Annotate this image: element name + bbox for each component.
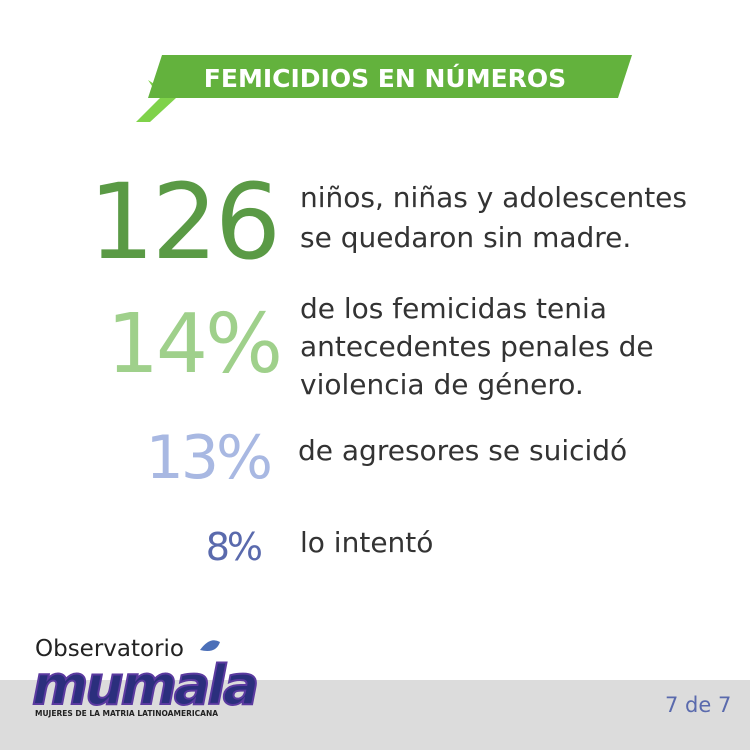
stats: 126 niños, niñas y adolescentes se quedaro… [88, 161, 687, 569]
logo-leaf [200, 640, 220, 651]
stat-text: lo intentó [300, 526, 433, 559]
stat-value: 13% [146, 423, 270, 493]
stat-text: violencia de género. [300, 368, 584, 401]
stat-text: antecedentes penales de [300, 330, 654, 363]
title: FEMICIDIOS EN NÚMEROS [204, 63, 566, 93]
stat-text: de agresores se suicidó [298, 434, 627, 467]
stat-value: 8% [206, 525, 262, 569]
stat-value: 126 [88, 161, 278, 283]
page-number: 7 de 7 [665, 693, 731, 717]
stat-value: 14% [107, 297, 280, 392]
logo-main: mumala [32, 654, 256, 717]
footer-band [0, 680, 750, 750]
stat-text: niños, niñas y adolescentes [300, 181, 687, 214]
logo-top: Observatorio [35, 636, 184, 662]
banner [148, 55, 632, 98]
logo-sub: MUJERES DE LA MATRIA LATINOAMERICANA [35, 709, 218, 718]
stat-text: se quedaron sin madre. [300, 221, 631, 254]
stat-text: de los femicidas tenia [300, 292, 607, 325]
